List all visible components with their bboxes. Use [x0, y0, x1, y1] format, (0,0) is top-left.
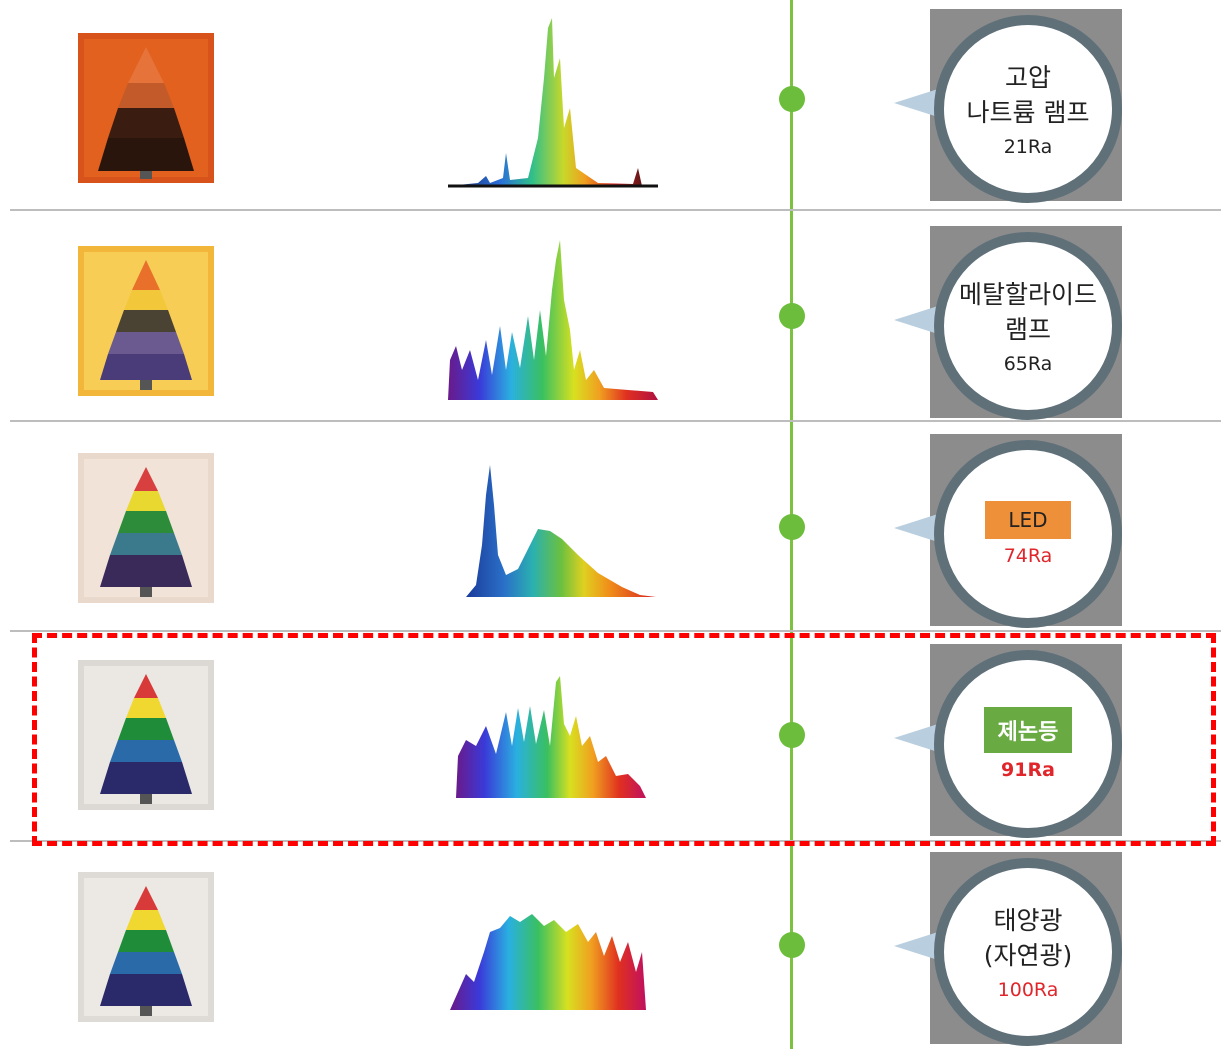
cone-photo-xenon [78, 660, 214, 810]
lamp-tag-xenon: 제논등 [984, 707, 1072, 753]
callout-pointer [894, 932, 938, 960]
callout-circle: LED 74Ra [934, 440, 1122, 628]
ra-value: 65Ra [1003, 353, 1053, 375]
spectrum-xenon [456, 676, 646, 800]
cone-photo-hps [78, 33, 214, 183]
lamp-name-line: 램프 [1004, 315, 1051, 344]
ra-value: 91Ra [1001, 759, 1055, 781]
callout-pointer [894, 306, 938, 334]
cone-photo-metal-halide [78, 246, 214, 396]
row-xenon: 제논등 91Ra [0, 632, 1221, 842]
lamp-name-line: 나트륨 램프 [966, 98, 1090, 127]
callout-circle: 제논등 91Ra [934, 650, 1122, 838]
row-hps: 고압 나트륨 램프 21Ra [0, 0, 1221, 210]
callout-hps: 고압 나트륨 램프 21Ra [894, 9, 1124, 203]
row-divider [10, 209, 1221, 211]
timeline-marker [779, 932, 805, 958]
row-led: LED 74Ra [0, 421, 1221, 631]
timeline-marker [779, 722, 805, 748]
cone-photo-sunlight [78, 872, 214, 1022]
callout-xenon: 제논등 91Ra [894, 644, 1124, 838]
spectrum-hps [448, 18, 658, 188]
lamp-tag-led: LED [985, 501, 1071, 539]
callout-led: LED 74Ra [894, 434, 1124, 628]
spectrum-led [466, 465, 656, 599]
ra-value: 74Ra [1003, 545, 1053, 567]
ra-value: 100Ra [997, 979, 1059, 1001]
callout-circle: 메탈할라이드 램프 65Ra [934, 232, 1122, 420]
callout-circle: 태양광 (자연광) 100Ra [934, 858, 1122, 1046]
row-sunlight: 태양광 (자연광) 100Ra [0, 842, 1221, 1052]
cone-photo-led [78, 453, 214, 603]
lamp-name-line: (자연광) [983, 941, 1073, 970]
callout-circle: 고압 나트륨 램프 21Ra [934, 15, 1122, 203]
timeline-marker [779, 86, 805, 112]
callout-metal-halide: 메탈할라이드 램프 65Ra [894, 226, 1124, 420]
timeline-marker [779, 514, 805, 540]
row-divider [10, 420, 1221, 422]
lamp-name-line: 메탈할라이드 [958, 280, 1097, 309]
row-divider [10, 630, 1221, 632]
spectrum-sunlight [450, 912, 646, 1012]
callout-pointer [894, 89, 938, 117]
ra-value: 21Ra [1003, 136, 1053, 158]
lamp-name-line: 고압 [1004, 63, 1051, 92]
callout-pointer [894, 514, 938, 542]
spectrum-metal-halide [448, 240, 658, 402]
row-metal-halide: 메탈할라이드 램프 65Ra [0, 210, 1221, 420]
highlight-box [32, 633, 1216, 846]
callout-sunlight: 태양광 (자연광) 100Ra [894, 852, 1124, 1046]
lamp-name-line: 태양광 [993, 906, 1063, 935]
callout-pointer [894, 724, 938, 752]
timeline-marker [779, 303, 805, 329]
